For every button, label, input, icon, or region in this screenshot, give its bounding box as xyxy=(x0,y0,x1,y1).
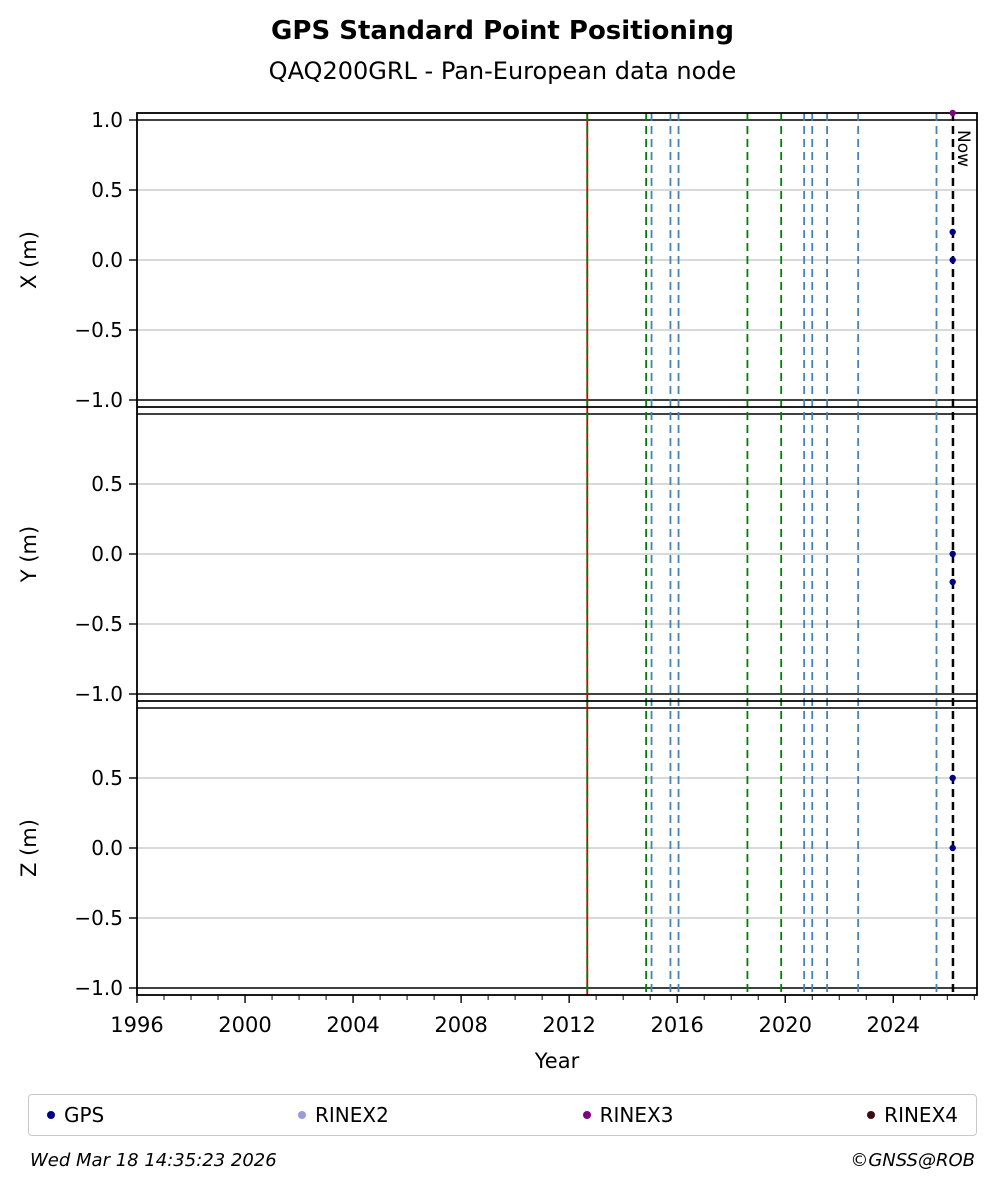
rinex2-marker-icon xyxy=(298,1111,307,1119)
gridlines xyxy=(137,119,977,989)
svg-text:0.5: 0.5 xyxy=(91,472,123,496)
svg-text:−1.0: −1.0 xyxy=(74,388,123,412)
svg-text:1.0: 1.0 xyxy=(91,108,123,132)
legend-item-rinex4: RINEX4 xyxy=(867,1103,958,1127)
legend-label: GPS xyxy=(64,1103,105,1127)
y-axis-label: X (m) xyxy=(17,231,41,289)
legend-item-rinex3: RINEX3 xyxy=(582,1103,674,1127)
now-label: Now xyxy=(953,130,973,167)
svg-text:2000: 2000 xyxy=(218,1013,271,1037)
x-axis-label: Year xyxy=(534,1049,580,1073)
rinex4-marker-icon xyxy=(867,1111,876,1119)
svg-text:2024: 2024 xyxy=(867,1013,920,1037)
svg-text:−1.0: −1.0 xyxy=(74,682,123,706)
legend-label: RINEX3 xyxy=(599,1103,674,1127)
legend-label: RINEX4 xyxy=(884,1103,958,1127)
svg-text:2004: 2004 xyxy=(326,1013,379,1037)
svg-text:2020: 2020 xyxy=(759,1013,812,1037)
gps-marker-icon xyxy=(47,1111,55,1119)
svg-text:−1.0: −1.0 xyxy=(74,976,123,1000)
y-axis-label: Y (m) xyxy=(17,526,41,583)
data-point-gps xyxy=(949,256,956,264)
svg-text:0.5: 0.5 xyxy=(91,178,123,202)
chart-title: GPS Standard Point Positioning xyxy=(271,16,734,46)
footer: Wed Mar 18 14:35:23 2026 ©GNSS@ROB xyxy=(30,1150,975,1171)
svg-text:−0.5: −0.5 xyxy=(74,906,123,930)
y-axis-ticks: 1.0 0.5 0.0 −0.5 −1.0 0.5 0.0 −0.5 −1.0 0.5 0.0 −0.… xyxy=(74,108,137,1000)
data-point-rinex3 xyxy=(949,109,956,117)
rinex3-marker-icon xyxy=(582,1111,591,1119)
data-point-gps xyxy=(949,228,956,236)
svg-text:0.0: 0.0 xyxy=(91,836,123,860)
data-points xyxy=(949,109,956,852)
legend-item-rinex2: RINEX2 xyxy=(298,1103,389,1127)
y-axis-label: Z (m) xyxy=(17,819,41,877)
copyright: ©GNSS@ROB xyxy=(850,1150,975,1171)
svg-text:2012: 2012 xyxy=(542,1013,595,1037)
event-lines xyxy=(586,113,938,995)
legend-item-gps: GPS xyxy=(47,1103,104,1127)
data-point-gps xyxy=(949,550,956,558)
svg-text:−0.5: −0.5 xyxy=(74,318,123,342)
data-point-gps xyxy=(949,578,956,586)
svg-text:2008: 2008 xyxy=(434,1013,487,1037)
data-point-gps xyxy=(949,774,956,782)
x-axis-ticks: 1996 2000 2004 2008 2012 2016 2020 2024 xyxy=(110,995,975,1037)
data-point-gps xyxy=(949,844,956,852)
legend-label: RINEX2 xyxy=(315,1103,389,1127)
svg-text:0.0: 0.0 xyxy=(91,248,123,272)
svg-text:1996: 1996 xyxy=(110,1013,163,1037)
svg-text:−0.5: −0.5 xyxy=(74,612,123,636)
svg-text:0.5: 0.5 xyxy=(91,766,123,790)
plot-timestamp: Wed Mar 18 14:35:23 2026 xyxy=(30,1150,277,1171)
chart-subtitle: QAQ200GRL - Pan-European data node xyxy=(268,57,737,85)
svg-text:0.0: 0.0 xyxy=(91,542,123,566)
legend: GPS RINEX2 RINEX3 RINEX4 xyxy=(28,1094,977,1136)
svg-text:2016: 2016 xyxy=(650,1013,703,1037)
